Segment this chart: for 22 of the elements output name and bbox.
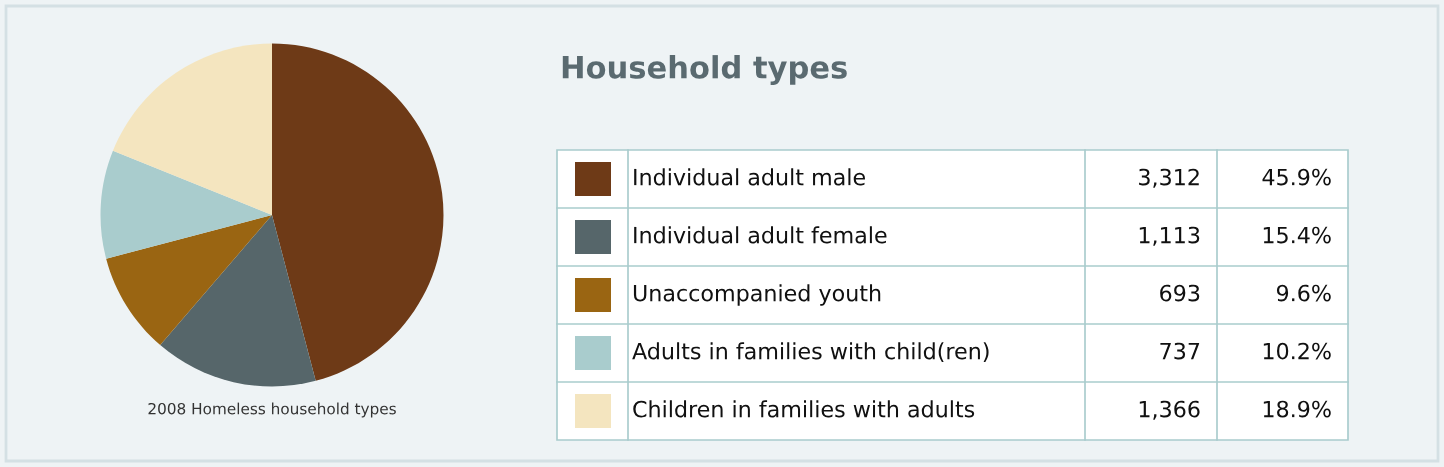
text: 3,312 [1139,168,1199,188]
legend-label: Unaccompanied youth [633,284,881,306]
legend-label: Adults in families with child(ren) [632,342,989,363]
pie-slice [112,43,272,215]
text: 693 [1160,284,1200,302]
data-label: 18.9% [1263,400,1331,418]
pie-slice [272,43,444,381]
legend-label: Individual adult male [634,168,865,186]
data-label: 9.6% [1276,284,1331,302]
text: 1,366 [1139,400,1200,420]
pie-slice [160,215,316,387]
legend-label: Children in families with adults [633,400,975,418]
legend-label: Individual adult female [634,226,887,244]
text: 737 [1160,342,1200,360]
data-label: 15.4% [1263,226,1331,244]
pie-slice [100,150,272,259]
chart-title: Household types [562,55,847,85]
pie-slice [106,215,272,346]
data-label: 45.9% [1262,168,1331,186]
text: 1,113 [1139,226,1200,246]
text: 2008 Homeless household types [148,402,396,418]
data-label: 10.2% [1263,342,1331,360]
